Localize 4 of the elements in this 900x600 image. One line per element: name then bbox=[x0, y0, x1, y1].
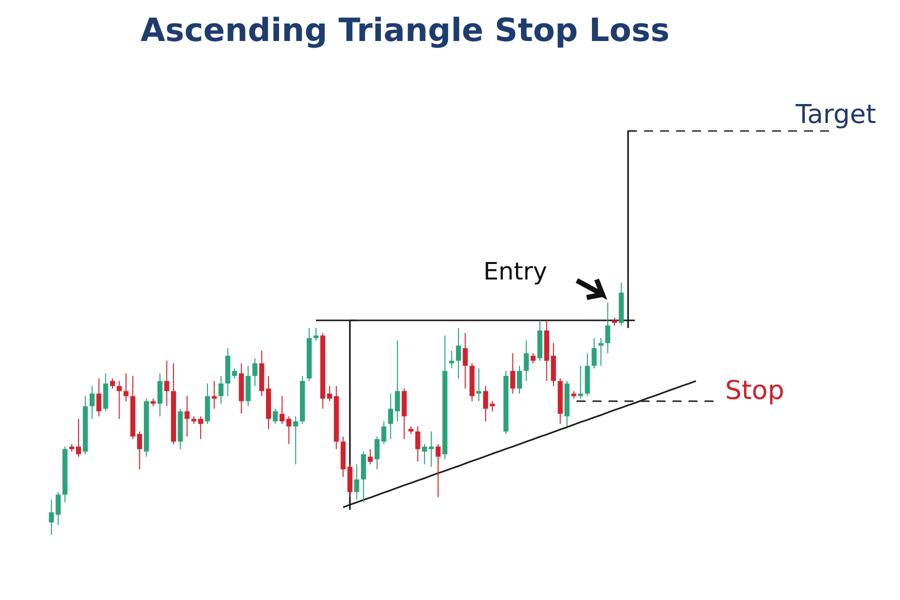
ref-line-label: Target bbox=[794, 100, 876, 130]
chart-title: Ascending Triangle Stop Loss bbox=[140, 11, 670, 49]
annotation: Entry bbox=[483, 258, 548, 286]
ref-line-label: Stop bbox=[725, 376, 784, 406]
